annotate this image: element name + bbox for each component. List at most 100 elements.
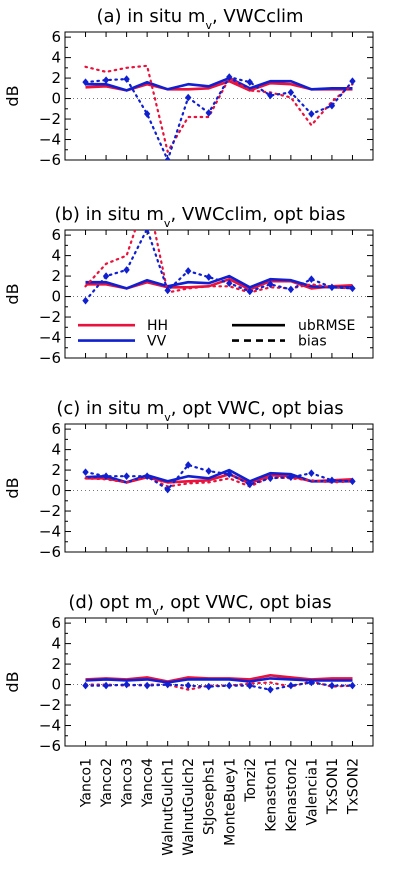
vv-bias-point [328,101,336,110]
vv-bias-point [102,681,110,690]
y-tick-label: 4 [51,247,61,265]
y-axis-label: dB [3,671,22,692]
panel-a: (a) in situ mv, VWCclim 6 4 2 0 −2 −4 −6 dB [3,6,374,169]
vv-bias-point [82,681,89,690]
x-tick-label: TxSON1 [325,758,341,815]
vv-bias-point [267,280,274,289]
x-tick-label: Yanco3 [120,758,136,808]
vv-bias-point [328,476,336,485]
hh-bias-line [84,476,354,488]
x-tick-label: TxSON2 [345,758,361,815]
x-tick-label: MonteBuey1 [222,758,238,846]
x-tick-label: WalnutGulch2 [181,758,197,856]
vv-bias-point [185,93,192,102]
y-tick-label: 6 [51,28,61,46]
panel-d: (d) opt mv, opt VWC, opt bias 6 4 2 0 −2 −4 −6 d… [3,592,374,755]
vv-bias-point [102,76,110,84]
vv-bias-line [84,75,354,160]
vv-bias-point [287,681,295,690]
vv-bias-point [144,230,150,233]
plot-frame [64,423,374,553]
vv-bias-point [102,472,110,481]
y-tick-label: −4 [39,329,61,347]
legend-ubrmse-label: ubRMSE [298,318,355,334]
y-tick-label: 2 [51,267,61,285]
vv-bias-point [287,285,295,294]
y-tick-label: 0 [51,288,61,306]
vv-bias-point [164,680,171,689]
vv-bias-point [328,681,336,690]
vv-bias-point [205,682,212,691]
vv-bias-point [123,75,130,83]
vv-bias-line [84,681,354,691]
y-tick-label: −6 [39,151,61,169]
vv-bias-point [349,681,356,690]
x-tick-label: Yanco4 [140,758,156,808]
vv-bias-line [84,463,354,491]
vv-ubrmse-line [85,76,353,92]
vv-bias-point [185,461,192,469]
y-tick-label: −4 [39,717,61,735]
vv-bias-point [308,678,315,687]
y-tick-label: −2 [39,696,61,714]
vv-bias-point [185,267,192,275]
y-tick-label: 2 [51,69,61,87]
legend-vv-label: VV [147,334,167,350]
hh-bias-line [84,64,354,153]
y-tick-label: −4 [39,131,61,149]
plot-area [82,461,356,494]
y-tick-label: −6 [39,543,61,561]
y-tick-label: 4 [51,441,61,459]
x-tick-label: Valencia1 [304,758,320,826]
y-axis-label: dB [3,85,22,106]
x-tick-label: Yanco2 [99,758,115,808]
vv-bias-point [123,472,130,481]
plot-frame [64,229,374,359]
vv-bias-point [143,681,151,690]
vv-bias-point [143,110,151,118]
x-tick-label: StJosephs1 [202,758,218,835]
vv-bias-point [123,680,130,689]
vv-bias-point [205,109,212,117]
vv-bias-point [246,287,253,296]
y-tick-label: 2 [51,461,61,479]
vv-bias-point [287,473,295,482]
vv-bias-point [123,266,130,274]
y-tick-label: 0 [51,676,61,694]
y-tick-label: 6 [51,420,61,438]
vv-bias-point [164,156,171,160]
y-tick-label: −4 [39,523,61,541]
vv-bias-point [308,110,315,118]
plot-area [82,64,356,160]
vv-bias-point [349,477,356,486]
vv-bias-point [205,273,212,281]
legend-hh-label: HH [147,318,168,334]
vv-bias-point [246,681,253,690]
vv-bias-point [143,472,151,481]
vv-bias-point [267,474,274,483]
y-tick-label: 0 [51,482,61,500]
vv-ubrmse-line [85,677,353,684]
x-tick-label: Yanco1 [79,758,95,808]
y-tick-label: −2 [39,110,61,128]
vv-bias-point [308,469,315,477]
vv-bias-point [267,91,274,100]
y-tick-label: 4 [51,49,61,67]
y-tick-label: 6 [51,614,61,632]
vv-bias-point [185,681,192,690]
vv-bias-point [226,470,233,478]
x-tick-label: Kenaston1 [263,758,279,832]
vv-bias-point [82,78,89,86]
y-tick-label: 2 [51,655,61,673]
vv-bias-point [287,88,295,97]
y-axis-label: dB [3,477,22,498]
panel-title: (b) in situ mv, VWCclim, opt bias [54,204,345,230]
panel-title: (d) opt mv, opt VWC, opt bias [68,592,331,618]
vv-bias-point [246,78,253,86]
y-tick-label: −2 [39,502,61,520]
y-tick-label: 0 [51,90,61,108]
y-axis-label: dB [3,283,22,304]
